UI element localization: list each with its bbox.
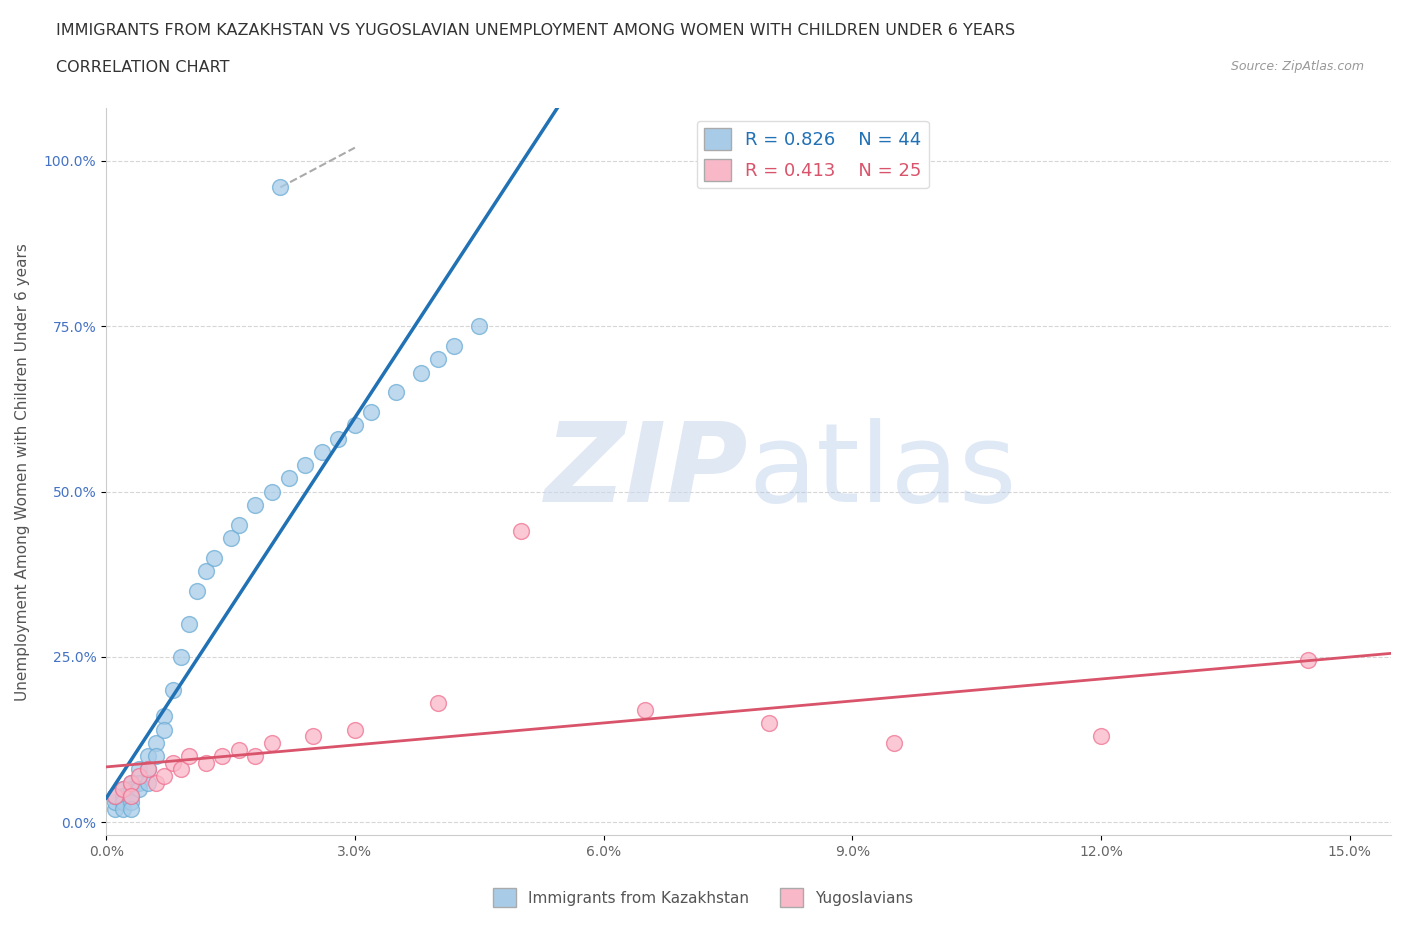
Point <box>111 789 134 804</box>
Point <box>111 795 134 810</box>
Point <box>120 775 142 790</box>
Point <box>120 795 142 810</box>
Text: atlas: atlas <box>748 418 1017 525</box>
Legend: R = 0.826    N = 44, R = 0.413    N = 25: R = 0.826 N = 44, R = 0.413 N = 25 <box>697 121 929 188</box>
Point <box>443 339 465 353</box>
Point <box>1296 653 1319 668</box>
Point <box>170 762 193 777</box>
Text: CORRELATION CHART: CORRELATION CHART <box>56 60 229 75</box>
Point <box>277 471 299 485</box>
Point <box>153 723 176 737</box>
Point <box>360 405 382 419</box>
Point <box>162 755 184 770</box>
Point <box>128 768 150 783</box>
Point <box>634 702 657 717</box>
Legend: Immigrants from Kazakhstan, Yugoslavians: Immigrants from Kazakhstan, Yugoslavians <box>486 883 920 913</box>
Point <box>153 768 176 783</box>
Point <box>145 736 167 751</box>
Point <box>343 723 366 737</box>
Point <box>111 802 134 817</box>
Point <box>103 789 125 804</box>
Point <box>385 385 408 400</box>
Point <box>179 617 201 631</box>
Point <box>758 715 780 730</box>
Point <box>120 775 142 790</box>
Point <box>103 802 125 817</box>
Point <box>186 583 208 598</box>
Point <box>136 762 159 777</box>
Point <box>245 749 267 764</box>
Point <box>311 445 333 459</box>
Point <box>343 418 366 432</box>
Point <box>120 802 142 817</box>
Point <box>202 551 225 565</box>
Text: IMMIGRANTS FROM KAZAKHSTAN VS YUGOSLAVIAN UNEMPLOYMENT AMONG WOMEN WITH CHILDREN: IMMIGRANTS FROM KAZAKHSTAN VS YUGOSLAVIA… <box>56 23 1015 38</box>
Point <box>194 564 217 578</box>
Text: ZIP: ZIP <box>546 418 748 525</box>
Point <box>302 729 325 744</box>
Point <box>269 179 291 194</box>
Point <box>294 458 316 472</box>
Point <box>426 696 449 711</box>
Point <box>245 498 267 512</box>
Point <box>509 524 531 538</box>
Text: Source: ZipAtlas.com: Source: ZipAtlas.com <box>1230 60 1364 73</box>
Point <box>136 762 159 777</box>
Point <box>153 709 176 724</box>
Point <box>162 683 184 698</box>
Point <box>194 755 217 770</box>
Point <box>103 789 125 804</box>
Point <box>426 352 449 366</box>
Point <box>128 782 150 797</box>
Y-axis label: Unemployment Among Women with Children Under 6 years: Unemployment Among Women with Children U… <box>15 243 30 700</box>
Point <box>1090 729 1112 744</box>
Point <box>260 485 283 499</box>
Point <box>883 736 905 751</box>
Point <box>468 319 491 334</box>
Point <box>228 742 250 757</box>
Point <box>111 782 134 797</box>
Point <box>179 749 201 764</box>
Point <box>170 649 193 664</box>
Point <box>260 736 283 751</box>
Point <box>136 749 159 764</box>
Point <box>145 749 167 764</box>
Point <box>128 762 150 777</box>
Point <box>120 789 142 804</box>
Point <box>411 365 433 380</box>
Point <box>211 749 233 764</box>
Point <box>328 432 350 446</box>
Point <box>136 775 159 790</box>
Point <box>103 795 125 810</box>
Point <box>111 782 134 797</box>
Point <box>228 517 250 532</box>
Point <box>128 775 150 790</box>
Point <box>219 530 242 545</box>
Point <box>120 789 142 804</box>
Point <box>120 782 142 797</box>
Point <box>145 775 167 790</box>
